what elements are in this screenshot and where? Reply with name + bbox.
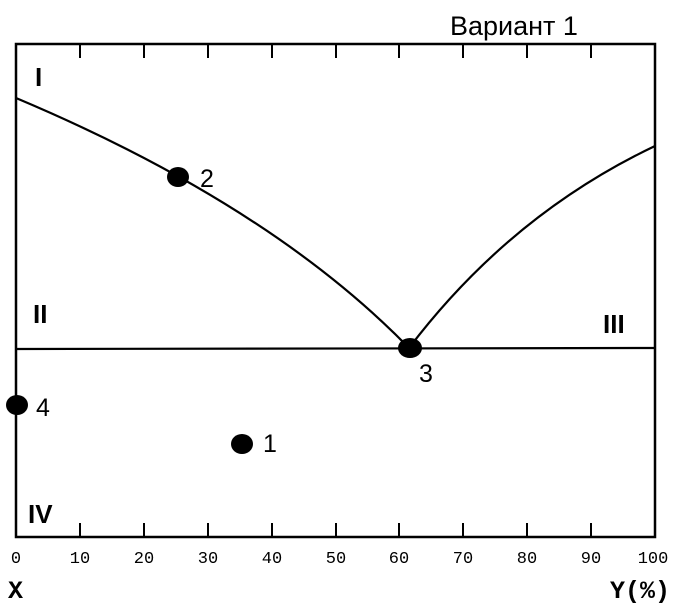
- tick-label: 20: [134, 550, 154, 569]
- right-liquidus-curve: [408, 145, 656, 349]
- point-2-marker: [167, 167, 189, 187]
- plot-frame: [14, 42, 657, 539]
- tick-label: 0: [11, 550, 21, 569]
- diagram-title: Вариант 1: [450, 11, 578, 41]
- axis-x-component-label: X: [8, 577, 23, 605]
- tick-label: 10: [70, 550, 90, 569]
- region-label-IV: IV: [28, 499, 53, 529]
- tick-label: 40: [262, 550, 282, 569]
- left-liquidus-curve: [15, 96, 410, 349]
- tick-label: 50: [326, 550, 346, 569]
- point-4-marker: [6, 395, 28, 415]
- region-label-II: II: [33, 299, 47, 329]
- top-ticks: [79, 44, 592, 58]
- solidus-line: [15, 346, 656, 351]
- point-2-label: 2: [200, 165, 214, 193]
- tick-label: 70: [453, 550, 473, 569]
- tick-label: 30: [198, 550, 218, 569]
- x-tick-labels: 0 10 20 30 40 50 60 70 80 90 100: [11, 550, 668, 569]
- point-1-label: 1: [263, 430, 277, 458]
- tick-label: 100: [638, 550, 669, 569]
- point-4-label: 4: [36, 394, 50, 422]
- tick-label: 90: [581, 550, 601, 569]
- point-3-label: 3: [419, 360, 433, 388]
- point-3-marker: [398, 338, 422, 358]
- tick-label: 60: [389, 550, 409, 569]
- region-label-I: I: [35, 62, 42, 92]
- bottom-ticks: [79, 523, 592, 537]
- tick-label: 80: [517, 550, 537, 569]
- region-label-III: III: [603, 309, 625, 339]
- point-1-marker: [231, 434, 253, 454]
- axis-y-component-label: Y(%): [610, 577, 670, 605]
